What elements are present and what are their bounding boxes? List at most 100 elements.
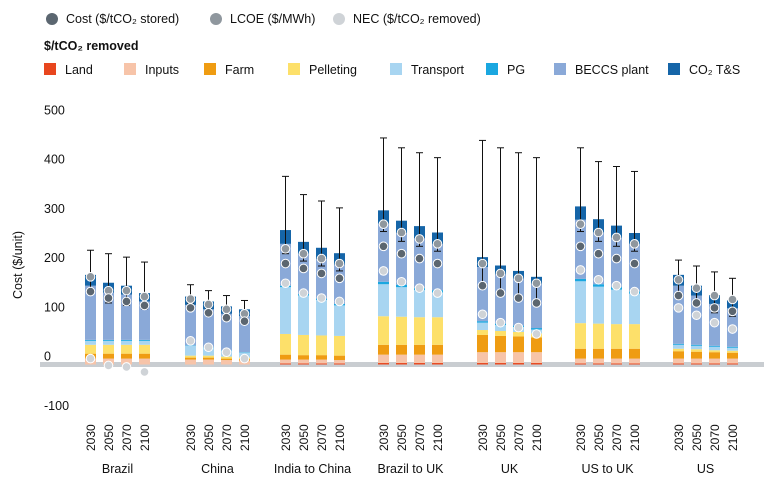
bars: 2030 2050 2070 2100 2030 2050 2070 2100 2030 2050…	[84, 137, 740, 451]
y-axis-ticks: -100 0 100 200 300 400 500	[44, 103, 69, 413]
bar-segment-land	[396, 363, 407, 365]
bar-segment-pelleting	[691, 349, 702, 352]
bar-segment-land	[611, 363, 622, 365]
bar-segment-farm	[414, 344, 425, 355]
bar-segment-beccs-plant	[298, 253, 309, 295]
bar-segment-farm	[280, 354, 291, 360]
bar-segment-land	[432, 363, 443, 365]
bar-segment-inputs	[575, 358, 586, 364]
bar-segment-inputs	[203, 359, 214, 365]
bar-segment-farm	[611, 348, 622, 359]
bar-uk-2030: 2030	[476, 139, 490, 451]
x-tick-label-year: 2100	[333, 424, 347, 451]
bar-segment-inputs	[611, 358, 622, 364]
x-tick-label-year: 2070	[120, 424, 134, 451]
bar-segment-pg	[727, 346, 738, 348]
bar-segment-transport	[139, 340, 150, 345]
lcoe-marker	[477, 258, 488, 269]
bar-segment-pg	[139, 339, 150, 341]
legend-swatch-transport	[390, 63, 402, 75]
bar-china-2050: 2050	[202, 290, 216, 451]
bar-segment-inputs	[432, 354, 443, 364]
bar-segment-farm	[221, 358, 232, 361]
bar-segment-farm	[185, 357, 196, 360]
bar-segment-inputs	[673, 358, 684, 364]
bar-segment-farm	[477, 334, 488, 353]
bar-segment-transport	[709, 346, 720, 351]
stack-legend: Land Inputs Farm Pelleting Transport PG BECCS …	[44, 63, 740, 77]
legend-marker-lcoe-icon	[210, 13, 222, 25]
cost-marker	[85, 286, 96, 297]
bar-segment-beccs-plant	[495, 274, 506, 324]
legend-swatch-inputs	[124, 63, 136, 75]
legend-label-co-t-s: CO₂ T&S	[689, 63, 740, 77]
bar-segment-pelleting	[203, 355, 214, 358]
bar-segment-farm	[495, 335, 506, 353]
nec-marker	[673, 303, 684, 313]
y-axis-label: Cost ($/unit)	[11, 231, 25, 299]
bar-segment-beccs-plant	[691, 295, 702, 345]
lcoe-marker	[727, 294, 738, 305]
lcoe-marker	[203, 299, 214, 310]
bar-segment-pelleting	[221, 356, 232, 359]
bar-segment-pelleting	[477, 330, 488, 335]
bar-brazil-2050: 2050	[102, 253, 116, 451]
bar-segment-beccs-plant	[378, 223, 389, 282]
nec-marker	[103, 360, 114, 371]
cost-marker	[691, 298, 702, 308]
cost-marker	[611, 253, 622, 264]
x-tick-label-year: 2100	[431, 424, 445, 451]
bar-segment-land	[414, 363, 425, 365]
cost-marker	[531, 298, 542, 308]
cost-marker	[221, 312, 232, 323]
lcoe-marker	[298, 248, 309, 259]
bar-segment-beccs-plant	[103, 292, 114, 340]
bar-segment-transport	[611, 289, 622, 325]
bar-brazil-2030: 2030	[84, 249, 98, 451]
nec-marker	[691, 310, 702, 321]
bar-segment-inputs	[477, 352, 488, 364]
bar-segment-transport	[727, 347, 738, 351]
bar-segment-beccs-plant	[239, 316, 250, 353]
nec-marker	[513, 322, 524, 333]
nec-marker	[203, 342, 214, 353]
nec-marker	[477, 309, 488, 320]
bar-segment-inputs	[334, 360, 345, 364]
bar-us-2030: 2030	[672, 259, 686, 451]
bar-segment-pelleting	[513, 331, 524, 337]
y-tick-label: -100	[44, 399, 69, 413]
bar-segment-pelleting	[139, 344, 150, 354]
bar-segment-pelleting	[396, 316, 407, 345]
bar-segment-farm	[575, 348, 586, 359]
cost-marker	[316, 268, 327, 279]
bar-segment-pelleting	[316, 335, 327, 356]
bar-segment-pelleting	[629, 324, 640, 349]
y-tick-label: 200	[44, 251, 65, 265]
legend-swatch-land	[44, 63, 56, 75]
bar-segment-beccs-plant	[85, 285, 96, 340]
legend-swatch-co-t-s	[668, 63, 680, 75]
nec-marker	[629, 286, 640, 297]
bar-segment-pelleting	[673, 348, 684, 352]
bar-segment-beccs-plant	[334, 264, 345, 304]
bar-segment-pg	[691, 344, 702, 346]
bar-segment-pg	[239, 352, 250, 353]
bar-segment-pg	[85, 339, 96, 341]
cost-marker	[121, 296, 132, 307]
x-tick-label-year: 2030	[377, 424, 391, 451]
lcoe-marker	[139, 291, 150, 302]
y-tick-label: 400	[44, 153, 65, 167]
bar-us-to-uk-2070: 2070	[610, 166, 624, 451]
bar-segment-inputs	[629, 358, 640, 364]
legend-marker-cost-icon	[46, 13, 58, 25]
bar-segment-pelleting	[709, 350, 720, 353]
cost-marker	[103, 293, 114, 303]
bar-segment-pg	[378, 281, 389, 285]
nec-marker	[221, 347, 232, 357]
bar-segment-pg	[593, 284, 604, 287]
bar-segment-pg	[477, 321, 488, 323]
bar-segment-transport	[593, 286, 604, 324]
lcoe-marker	[709, 290, 720, 301]
bar-segment-transport	[673, 344, 684, 349]
